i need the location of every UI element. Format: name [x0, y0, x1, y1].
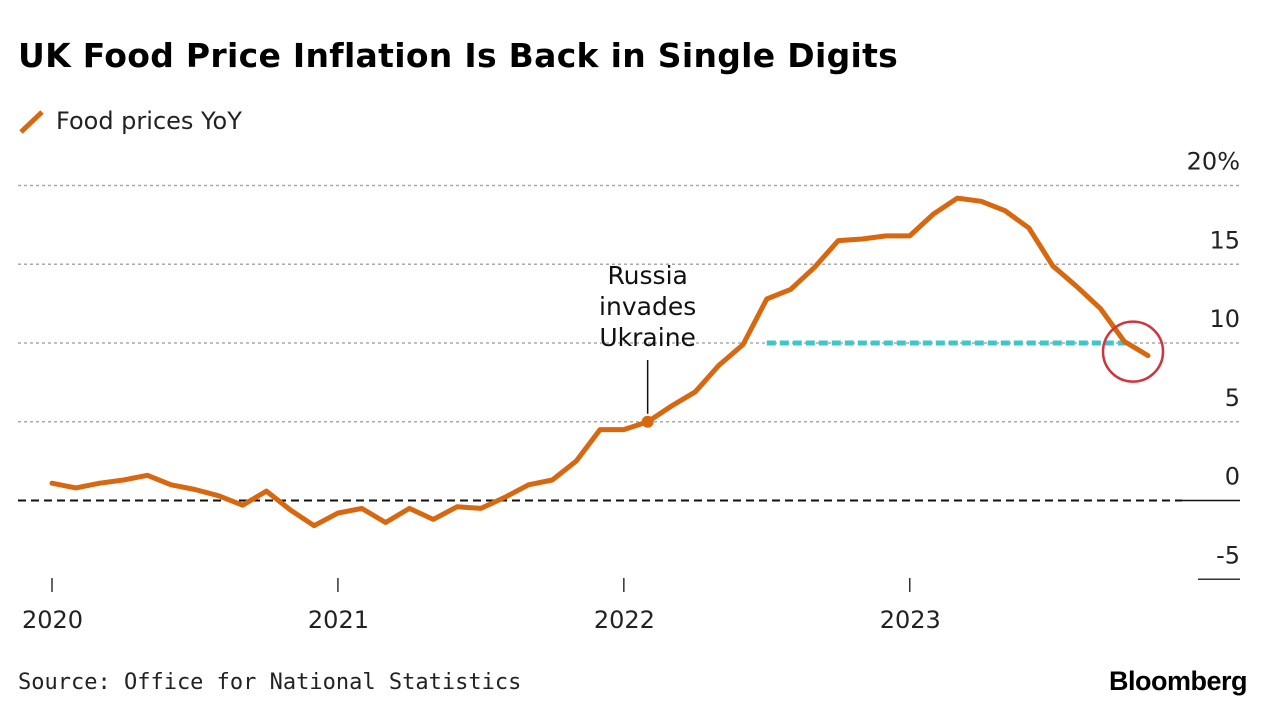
chart-title: UK Food Price Inflation Is Back in Singl…: [18, 36, 899, 75]
series-line-food-prices: [49, 195, 1151, 529]
x-tick-label: 2023: [880, 606, 941, 634]
legend-label: Food prices YoY: [56, 107, 242, 135]
x-tick-label: 2022: [594, 606, 655, 634]
x-tick-label: 2020: [22, 606, 83, 634]
y-tick-label: 20%: [1187, 148, 1240, 176]
x-tick-label: 2021: [308, 606, 369, 634]
y-tick-label: 15: [1209, 226, 1240, 254]
legend: Food prices YoY: [18, 104, 242, 138]
y-tick-label: 10: [1209, 305, 1240, 333]
legend-line-icon: [19, 110, 44, 134]
annotation-label: invades: [599, 292, 696, 321]
y-tick-label: 0: [1225, 463, 1240, 491]
annotation-label: Russia: [607, 261, 687, 290]
brand-logo: Bloomberg: [1108, 666, 1248, 696]
y-tick-label: -5: [1216, 541, 1240, 569]
highlight-circle: [1101, 320, 1165, 383]
annotation-marker: [641, 415, 654, 428]
annotation-label: Ukraine: [599, 323, 696, 352]
source-note: Source: Office for National Statistics: [18, 670, 522, 695]
y-tick-label: 5: [1225, 384, 1240, 412]
